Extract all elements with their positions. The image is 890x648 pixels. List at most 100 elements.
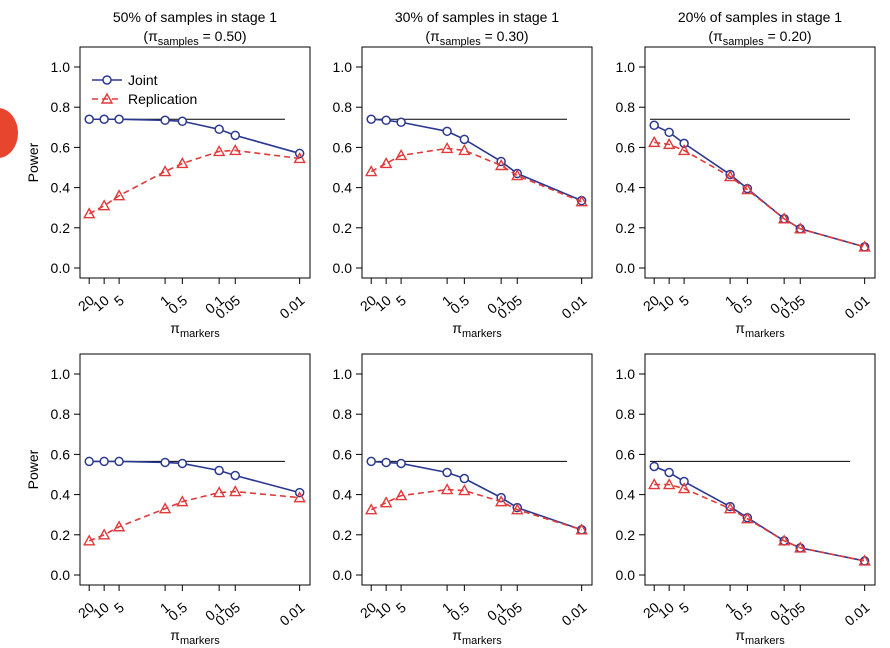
- legend-replication-marker: [100, 92, 114, 104]
- panel-5-y-tick-label: 0.8: [333, 406, 353, 422]
- panel-4-y-tick-label: 0.8: [51, 406, 71, 422]
- panel-1-replication-point: [83, 207, 96, 219]
- panel-3-replication-line: [654, 141, 865, 248]
- panel-3-joint-point: [664, 127, 674, 138]
- panel-2-replication-point: [365, 165, 378, 177]
- panel-5-joint-point: [366, 456, 376, 467]
- panel-1-title: 50% of samples in stage 1: [113, 9, 277, 25]
- panel-1-y-tick-label: 1.0: [51, 59, 71, 75]
- panel-3-replication-point: [741, 183, 754, 195]
- panel-3-y-tick-label: 0.2: [616, 220, 636, 236]
- panel-6-joint-point: [649, 461, 659, 472]
- panel-4-x-axis-label: πmarkers: [170, 627, 220, 647]
- panel-1-joint-point: [230, 130, 240, 141]
- panel-4-joint-point: [160, 457, 170, 468]
- panel-3-x-tick-label: 0.5: [730, 292, 755, 317]
- panel-1-replication-point: [293, 152, 306, 164]
- panel-6-y-tick-label: 0.2: [616, 527, 636, 543]
- panel-5-replication-point: [394, 489, 408, 501]
- panel-1-replication-point: [212, 144, 226, 157]
- panel-3-x-axis-label: πmarkers: [735, 320, 785, 340]
- panel-2-y-tick-label: 0.2: [333, 220, 353, 236]
- panel-6-replication-point: [677, 482, 691, 494]
- panel-2-y-tick-label: 1.0: [333, 59, 353, 75]
- panel-2-y-tick-label: 0.4: [333, 180, 353, 196]
- panel-3-subtitle: (πsamples = 0.20): [708, 28, 811, 48]
- panel-4-y-tick-label: 0.2: [51, 527, 71, 543]
- panel-2-joint-point: [442, 126, 452, 137]
- panel-1-x-tick-label: 5: [111, 292, 127, 309]
- panel-2-replication-point: [494, 159, 508, 171]
- panel-5-y-tick-label: 0.0: [333, 567, 353, 583]
- panel-5-x-axis-label: πmarkers: [452, 627, 502, 647]
- panel-6-y-tick-label: 0.8: [616, 406, 636, 422]
- panel-3-y-tick-label: 1.0: [616, 59, 636, 75]
- panel-5-replication-point: [458, 484, 471, 496]
- panel-2-frame: [361, 46, 593, 279]
- panel-4-replication-point: [212, 486, 226, 498]
- panel-5-y-tick-label: 0.6: [333, 446, 353, 462]
- panel-1-y-tick-label: 0.4: [51, 180, 71, 196]
- panel-2-x-tick-label: 0.01: [558, 292, 589, 322]
- panel-4-x-tick-label: 5: [111, 599, 127, 616]
- panel-3-y-tick-label: 0.4: [616, 180, 636, 196]
- panel-3-joint-point: [679, 138, 689, 149]
- panel-1-subtitle: (πsamples = 0.50): [143, 28, 246, 48]
- panel-2-joint-point: [381, 115, 391, 126]
- panel-2-joint-point: [366, 114, 376, 125]
- panel-2-title: 30% of samples in stage 1: [395, 9, 559, 25]
- panel-3-y-tick-label: 0.8: [616, 99, 636, 115]
- panel-2-x-axis-label: πmarkers: [452, 320, 502, 340]
- panel-4-joint-point: [114, 456, 124, 467]
- panel-5-y-tick-label: 0.4: [333, 487, 353, 503]
- panel-1-joint-point: [160, 115, 170, 126]
- panel-3-x-tick-label: 0.01: [841, 292, 872, 322]
- panel-6-x-tick-label: 0.5: [730, 599, 755, 624]
- legend-joint-label: Joint: [128, 72, 158, 88]
- legend-replication-label: Replication: [128, 91, 197, 107]
- panel-4-frame: [79, 353, 311, 586]
- panel-2-replication-line: [370, 147, 582, 203]
- panel-3-joint-point: [649, 120, 659, 131]
- panel-1-x-tick-label: 0.5: [165, 292, 190, 317]
- panel-5-x-tick-label: 5: [393, 599, 409, 616]
- panel-1-joint-point: [177, 116, 188, 127]
- panel-5-joint-point: [381, 457, 391, 468]
- panel-4-x-tick-label: 10: [90, 599, 112, 621]
- panel-1-joint-point: [214, 124, 224, 135]
- panel-5-replication-point: [511, 503, 524, 515]
- panel-6-replication-point: [794, 541, 807, 553]
- panel-6-x-axis-label: πmarkers: [735, 627, 785, 647]
- panel-6-frame: [644, 353, 876, 586]
- panel-4-replication-point: [293, 491, 306, 503]
- panel-2-joint-point: [459, 134, 470, 145]
- red-badge-icon: [0, 108, 18, 158]
- panel-6-replication-point: [723, 502, 737, 514]
- panel-6-replication-point: [741, 512, 754, 524]
- panel-2-replication-point: [379, 157, 393, 169]
- panel-6-replication-point: [648, 478, 661, 490]
- panel-3-x-tick-label: 5: [676, 292, 692, 309]
- panel-1-x-tick-label: 0.01: [276, 292, 307, 322]
- panel-4-y-tick-label: 0.4: [51, 487, 71, 503]
- panel-1-x-tick-label: 10: [90, 292, 112, 314]
- panel-1-replication-line: [88, 149, 300, 215]
- panel-2-replication-point: [511, 169, 524, 181]
- panel-4-joint-point: [84, 456, 94, 467]
- legend-joint-marker: [102, 75, 112, 85]
- panel-5-joint-point: [442, 467, 452, 478]
- panel-1-replication-point: [112, 189, 126, 201]
- panel-2-replication-point: [394, 148, 408, 161]
- panel-4-y-tick-label: 1.0: [51, 366, 71, 382]
- panel-4-x-tick-label: 0.01: [276, 599, 307, 629]
- panel-6-replication-point: [858, 554, 871, 566]
- panel-2-replication-point: [458, 143, 471, 156]
- panel-3-replication-point: [648, 135, 661, 148]
- panel-1-y-tick-label: 0.2: [51, 220, 71, 236]
- panel-2-x-tick-label: 5: [393, 292, 409, 309]
- panel-2-x-tick-label: 0.5: [447, 292, 472, 317]
- panel-2-y-tick-label: 0.8: [333, 99, 353, 115]
- panel-2-replication-point: [575, 195, 588, 207]
- panel-6-y-tick-label: 0.0: [616, 567, 636, 583]
